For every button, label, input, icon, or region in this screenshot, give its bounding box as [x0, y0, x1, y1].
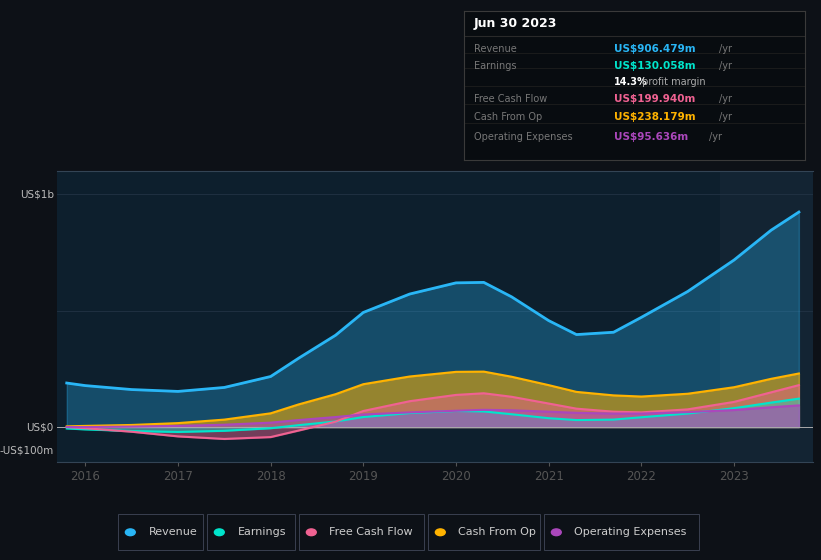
Text: Earnings: Earnings: [237, 528, 286, 537]
Text: /yr: /yr: [718, 44, 732, 54]
Text: Operating Expenses: Operating Expenses: [474, 132, 573, 142]
Text: US$130.058m: US$130.058m: [614, 61, 695, 71]
Text: Earnings: Earnings: [474, 61, 516, 71]
Text: profit margin: profit margin: [640, 77, 706, 87]
Text: 14.3%: 14.3%: [614, 77, 648, 87]
Text: US$95.636m: US$95.636m: [614, 132, 688, 142]
Text: Jun 30 2023: Jun 30 2023: [474, 17, 557, 30]
Text: /yr: /yr: [718, 113, 732, 122]
Text: Operating Expenses: Operating Expenses: [575, 528, 686, 537]
Text: /yr: /yr: [709, 132, 722, 142]
Text: Cash From Op: Cash From Op: [458, 528, 536, 537]
Bar: [720, 171, 813, 462]
Text: US$1b: US$1b: [20, 189, 53, 199]
Text: US$238.179m: US$238.179m: [614, 113, 695, 122]
Text: /yr: /yr: [718, 61, 732, 71]
Text: -US$100m: -US$100m: [0, 445, 53, 455]
Text: US$199.940m: US$199.940m: [614, 95, 695, 105]
Text: Revenue: Revenue: [474, 44, 517, 54]
Text: Cash From Op: Cash From Op: [474, 113, 543, 122]
Text: US$0: US$0: [26, 422, 53, 432]
Text: Revenue: Revenue: [149, 528, 197, 537]
Text: US$906.479m: US$906.479m: [614, 44, 695, 54]
Text: /yr: /yr: [718, 95, 732, 105]
Text: Free Cash Flow: Free Cash Flow: [329, 528, 413, 537]
Text: Free Cash Flow: Free Cash Flow: [474, 95, 548, 105]
